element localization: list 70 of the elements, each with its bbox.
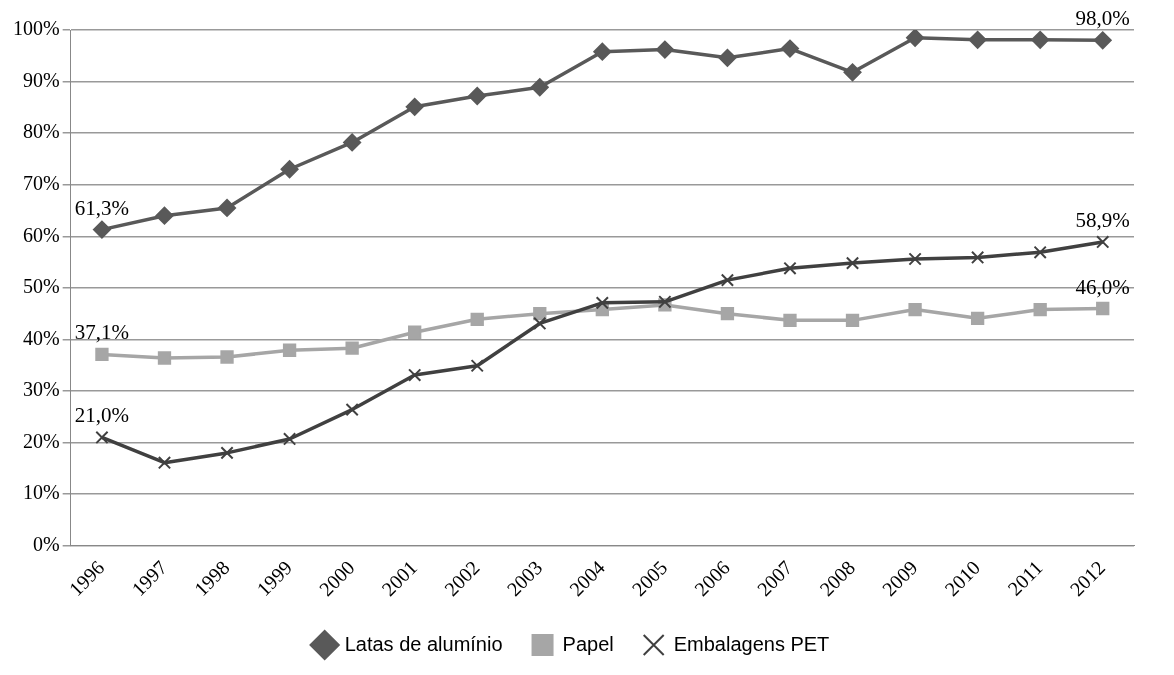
point <box>345 402 359 417</box>
point <box>220 446 234 460</box>
point <box>1096 301 1110 316</box>
point <box>282 343 297 357</box>
y-tick-label: 70% <box>22 171 60 194</box>
legend-label: Latas de alumínio <box>344 632 503 655</box>
point <box>908 252 922 266</box>
y-tick-label: 0% <box>32 533 60 555</box>
point <box>470 312 484 326</box>
data-label: 46,0% <box>1075 274 1130 299</box>
point <box>533 307 547 321</box>
y-tick-label: 10% <box>22 481 60 504</box>
point <box>970 311 985 325</box>
y-tick-label: 30% <box>22 378 60 401</box>
point <box>220 350 234 364</box>
point <box>845 313 860 328</box>
y-tick-label: 80% <box>22 120 60 143</box>
point <box>970 250 985 265</box>
point <box>1096 235 1110 249</box>
legend-label: Papel <box>562 632 614 655</box>
point <box>720 307 735 321</box>
point <box>655 40 674 59</box>
point <box>157 351 172 365</box>
point <box>408 368 422 382</box>
point <box>843 63 862 82</box>
point <box>92 220 111 239</box>
point <box>780 39 799 58</box>
point <box>95 430 109 445</box>
point <box>595 296 609 310</box>
point <box>783 261 797 275</box>
point <box>468 87 487 106</box>
point <box>155 206 174 225</box>
data-label: 37,1% <box>74 320 130 345</box>
point <box>405 97 424 116</box>
point <box>533 316 547 331</box>
data-label: 98,0% <box>1075 6 1130 31</box>
point <box>343 133 362 152</box>
point <box>470 359 484 373</box>
legend-label: Embalagens PET <box>673 632 830 655</box>
point <box>345 341 359 355</box>
point <box>968 30 987 49</box>
point <box>593 42 612 61</box>
y-tick-label: 40% <box>22 326 60 349</box>
point <box>783 313 797 328</box>
point <box>718 48 737 67</box>
point <box>906 30 925 47</box>
x-tick-label: 1999 <box>252 556 297 601</box>
data-label: 58,9% <box>1075 207 1130 232</box>
x-tick-label: 2011 <box>1003 556 1047 600</box>
data-label: 21,0% <box>74 403 130 428</box>
point <box>282 432 297 446</box>
point <box>1033 245 1047 259</box>
point <box>1031 30 1050 49</box>
y-tick-label: 100% <box>12 17 60 40</box>
y-tick-label: 90% <box>22 68 60 91</box>
point <box>845 256 860 270</box>
point <box>720 273 735 287</box>
point <box>908 302 922 317</box>
point <box>157 456 172 470</box>
point <box>1033 302 1047 317</box>
data-label: 61,3% <box>74 195 130 220</box>
y-tick-label: 50% <box>22 275 60 298</box>
point <box>95 347 109 362</box>
y-tick-label: 20% <box>22 429 60 452</box>
point <box>530 78 549 97</box>
point <box>1093 31 1112 50</box>
point <box>408 325 422 339</box>
point <box>218 198 237 217</box>
point <box>280 160 299 179</box>
y-tick-label: 60% <box>22 223 60 246</box>
